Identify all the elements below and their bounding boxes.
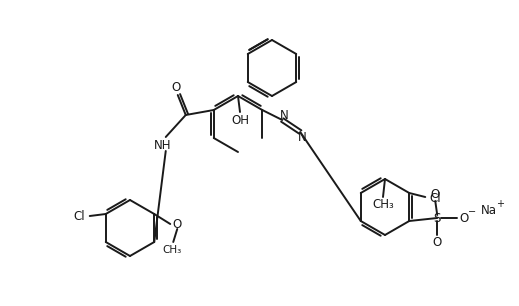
Text: N: N — [298, 130, 307, 144]
Text: OH: OH — [231, 114, 249, 126]
Text: CH₃: CH₃ — [162, 245, 182, 255]
Text: +: + — [496, 199, 504, 209]
Text: N: N — [280, 109, 289, 121]
Text: CH₃: CH₃ — [372, 199, 394, 211]
Text: O: O — [171, 80, 181, 94]
Text: Cl: Cl — [429, 192, 441, 204]
Text: NH: NH — [154, 139, 171, 151]
Text: O: O — [433, 236, 442, 248]
Text: Na: Na — [481, 203, 497, 217]
Text: Cl: Cl — [73, 210, 85, 222]
Text: O: O — [173, 218, 182, 232]
Text: −: − — [468, 207, 476, 217]
Text: O: O — [431, 188, 440, 200]
Text: S: S — [433, 211, 441, 225]
Text: O: O — [460, 211, 469, 225]
